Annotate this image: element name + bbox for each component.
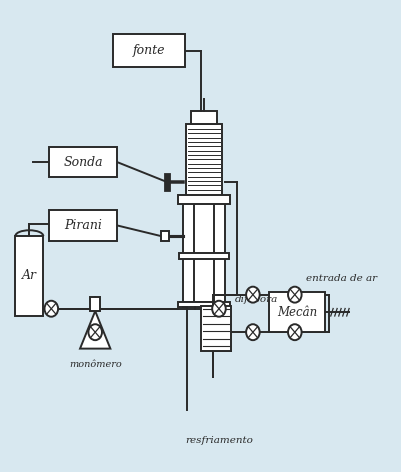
Text: Pirani: Pirani [64, 219, 102, 232]
Bar [113, 34, 184, 67]
Circle shape [45, 301, 58, 317]
Circle shape [245, 287, 259, 303]
Circle shape [212, 301, 225, 317]
Bar [191, 111, 216, 124]
Circle shape [88, 324, 102, 340]
Text: entrada de ar: entrada de ar [305, 274, 376, 283]
Bar [182, 199, 225, 302]
Text: monômero: monômero [69, 360, 121, 370]
Bar [160, 231, 169, 241]
Bar [90, 297, 100, 311]
Bar [15, 236, 43, 316]
Bar [200, 306, 230, 351]
Bar [186, 124, 221, 199]
Text: Mecân: Mecân [276, 306, 316, 319]
Bar [178, 253, 229, 259]
Text: Sonda: Sonda [63, 156, 103, 169]
Circle shape [245, 324, 259, 340]
Circle shape [287, 287, 301, 303]
Text: resfriamento: resfriamento [184, 436, 252, 445]
Bar [49, 147, 117, 177]
Circle shape [287, 324, 301, 340]
Text: fonte: fonte [132, 44, 165, 57]
Polygon shape [80, 311, 110, 349]
Text: difusora: difusora [234, 295, 277, 304]
Text: Ar: Ar [22, 270, 37, 282]
Bar [178, 302, 229, 307]
Bar [49, 210, 117, 241]
Bar [268, 292, 324, 332]
Bar [178, 195, 229, 204]
